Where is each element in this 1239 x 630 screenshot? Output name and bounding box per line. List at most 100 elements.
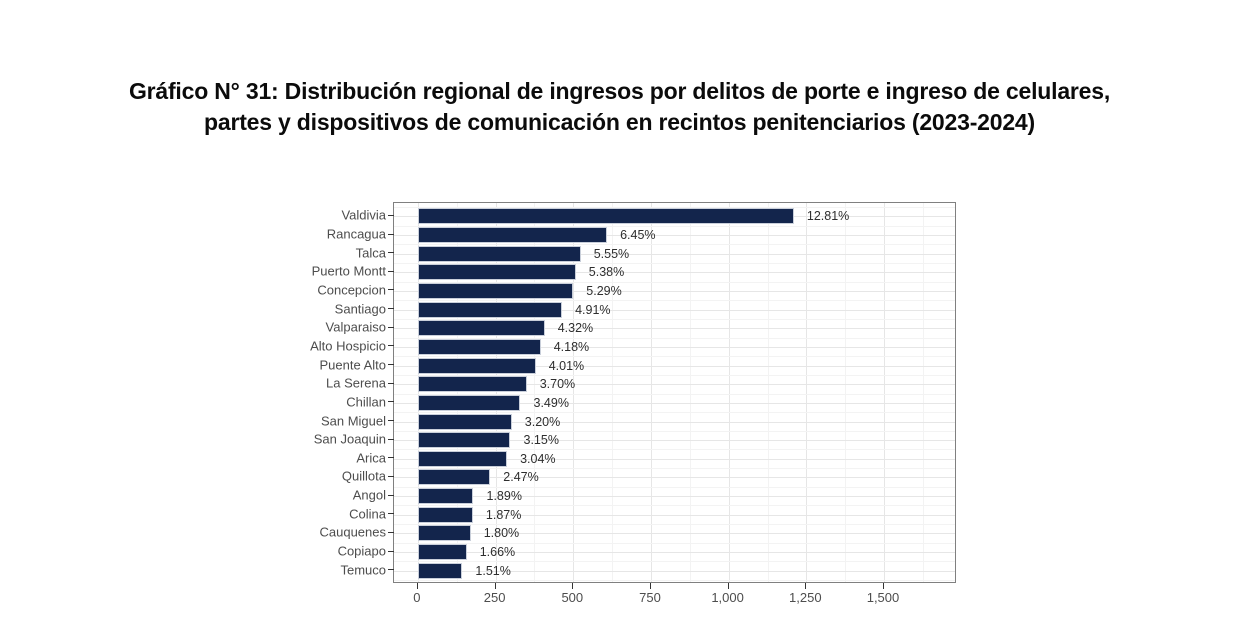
- bar-value-label: 2.47%: [503, 470, 539, 485]
- bar-value-label: 1.87%: [485, 507, 522, 522]
- x-axis-tick: [494, 583, 496, 589]
- y-axis-tick: [388, 531, 394, 533]
- bar: [417, 282, 574, 299]
- minor-gridline-vertical: [767, 203, 769, 582]
- y-axis-tick: [388, 494, 394, 496]
- y-axis-category-label: Arica: [356, 450, 386, 466]
- y-axis-tick: [388, 438, 394, 440]
- y-axis-category-label: Cauquenes: [319, 524, 387, 540]
- minor-gridline-horizontal: [394, 318, 955, 320]
- major-gridline-horizontal: [394, 458, 955, 460]
- bar: [417, 245, 581, 262]
- y-axis-category-label: Angol: [352, 487, 386, 503]
- bar-value-label: 4.01%: [548, 358, 585, 373]
- y-axis-tick: [388, 289, 394, 291]
- bar: [417, 394, 521, 411]
- minor-gridline-horizontal: [394, 486, 955, 488]
- y-axis-category-label: San Miguel: [320, 413, 386, 428]
- y-axis-category-label: Copiapo: [337, 543, 386, 559]
- y-axis-tick: [388, 308, 394, 310]
- y-axis-category-label: Concepcion: [317, 282, 386, 298]
- major-gridline-horizontal: [394, 290, 955, 292]
- y-axis-tick: [388, 569, 394, 571]
- bar: [417, 506, 473, 523]
- major-gridline-horizontal: [394, 235, 955, 236]
- bar: [417, 413, 512, 430]
- y-axis-category-label: Valdivia: [341, 207, 386, 223]
- x-axis-tick-label: 250: [483, 590, 506, 605]
- major-gridline-horizontal: [394, 570, 955, 572]
- bar: [417, 525, 471, 542]
- minor-gridline-horizontal: [394, 374, 955, 376]
- x-axis-tick-label: 750: [639, 590, 661, 605]
- major-gridline-horizontal: [394, 272, 955, 274]
- y-axis-tick: [388, 457, 394, 459]
- bar: [417, 338, 541, 355]
- minor-gridline-horizontal: [394, 393, 955, 395]
- major-gridline-vertical: [651, 203, 652, 582]
- minor-gridline-horizontal: [394, 244, 955, 246]
- x-axis-tick: [416, 583, 418, 589]
- major-gridline-horizontal: [394, 365, 955, 367]
- y-axis-tick: [388, 214, 394, 216]
- minor-gridline-horizontal: [394, 356, 955, 358]
- chart-title-line: Gráfico N° 31: Distribución regional de …: [128, 78, 1111, 104]
- bar-value-label: 6.45%: [620, 228, 656, 242]
- x-axis-tick-label: 500: [561, 590, 584, 605]
- y-axis-tick: [388, 475, 394, 477]
- bar-value-label: 1.51%: [475, 563, 511, 578]
- bar-value-label: 4.18%: [553, 339, 590, 354]
- y-axis-category-label: Talca: [355, 245, 386, 261]
- major-gridline-horizontal: [394, 402, 955, 404]
- bar-value-label: 4.32%: [557, 321, 594, 336]
- bar-value-label: 5.55%: [593, 246, 630, 261]
- bar-value-label: 5.38%: [588, 265, 625, 280]
- y-axis-category-label: Valparaiso: [325, 319, 386, 335]
- bar-value-label: 1.66%: [479, 545, 516, 559]
- bar: [417, 376, 527, 393]
- x-axis-tick-label: 0: [413, 590, 421, 605]
- x-axis-tick-label: 1,250: [789, 590, 822, 605]
- major-gridline-vertical: [806, 203, 808, 582]
- minor-gridline-horizontal: [394, 430, 955, 432]
- major-gridline-vertical: [884, 203, 885, 582]
- y-axis-category-label: Chillan: [346, 394, 386, 410]
- y-axis-tick: [388, 401, 394, 403]
- minor-gridline-horizontal: [394, 281, 955, 283]
- bar: [417, 562, 463, 579]
- minor-gridline-vertical: [456, 203, 458, 582]
- minor-gridline-vertical: [689, 203, 691, 582]
- minor-gridline-horizontal: [394, 580, 955, 581]
- x-axis-tick: [883, 583, 884, 589]
- minor-gridline-horizontal: [394, 505, 955, 507]
- bar-value-label: 1.89%: [486, 489, 522, 504]
- bar-value-label: 1.80%: [483, 526, 520, 541]
- y-axis-category-label: Santiago: [334, 301, 386, 317]
- bar: [417, 208, 794, 225]
- x-axis-tick: [805, 583, 807, 589]
- bar-value-label: 3.15%: [523, 433, 559, 448]
- y-axis-category-label: Alto Hospicio: [310, 338, 386, 354]
- y-axis-tick: [388, 252, 394, 254]
- bar-value-label: 3.20%: [524, 414, 561, 429]
- major-gridline-horizontal: [394, 533, 955, 535]
- minor-gridline-horizontal: [394, 468, 955, 470]
- y-axis-category-label: Puente Alto: [319, 357, 387, 372]
- major-gridline-horizontal: [394, 253, 955, 255]
- minor-gridline-horizontal: [394, 337, 955, 339]
- bar: [417, 432, 511, 449]
- minor-gridline-horizontal: [394, 412, 955, 414]
- minor-gridline-horizontal: [394, 449, 955, 451]
- y-axis-tick: [388, 550, 394, 552]
- bar-value-label: 4.91%: [575, 302, 611, 317]
- bar-value-label: 3.70%: [539, 377, 576, 392]
- bar-value-label: 12.81%: [806, 209, 850, 224]
- y-axis-category-label: Temuco: [340, 562, 386, 578]
- y-axis-tick: [388, 364, 394, 365]
- major-gridline-horizontal: [394, 496, 955, 498]
- bar: [417, 488, 474, 505]
- chart-title: Gráfico N° 31: Distribución regional de …: [0, 76, 1239, 138]
- x-axis-tick: [650, 583, 651, 589]
